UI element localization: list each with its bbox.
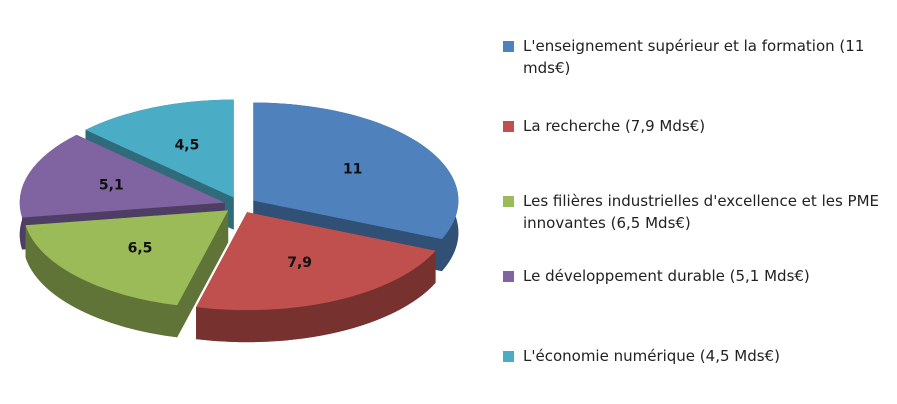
slice-top (196, 212, 436, 311)
legend-label: Les filières industrielles d'excellence … (523, 192, 880, 232)
legend-entry: L'enseignement supérieur et la formation… (503, 35, 893, 79)
slice-top (85, 99, 234, 198)
data-label: 6,5 (128, 241, 153, 257)
pie-area: 4,5 11 5,1 6,5 7,9 (19, 99, 459, 343)
data-label: 5,1 (99, 178, 124, 194)
slice: 6,5 (25, 210, 229, 338)
legend-swatch (503, 41, 514, 52)
slice-top (253, 102, 459, 240)
legend-label: L'économie numérique (4,5 Mds€) (523, 347, 780, 365)
legend-label: La recherche (7,9 Mds€) (523, 117, 706, 135)
legend-label: Le développement durable (5,1 Mds€) (523, 267, 810, 285)
legend-entry: L'économie numérique (4,5 Mds€) (503, 345, 893, 367)
slice-side (196, 250, 436, 343)
data-label: 4,5 (175, 137, 200, 153)
legend-swatch (503, 351, 514, 362)
legend-swatch (503, 271, 514, 282)
data-label: 7,9 (287, 255, 312, 271)
slice: 7,9 (196, 212, 436, 343)
legend-swatch (503, 196, 514, 207)
legend-label: L'enseignement supérieur et la formation… (523, 37, 865, 77)
slice-top (25, 210, 229, 306)
data-label: 11 (343, 161, 362, 177)
legend-entry: Le développement durable (5,1 Mds€) (503, 265, 893, 287)
legend-entry: La recherche (7,9 Mds€) (503, 115, 893, 137)
slice-side (25, 225, 178, 338)
slice-top (19, 134, 225, 218)
legend-entry: Les filières industrielles d'excellence … (503, 190, 893, 234)
legend-swatch (503, 121, 514, 132)
